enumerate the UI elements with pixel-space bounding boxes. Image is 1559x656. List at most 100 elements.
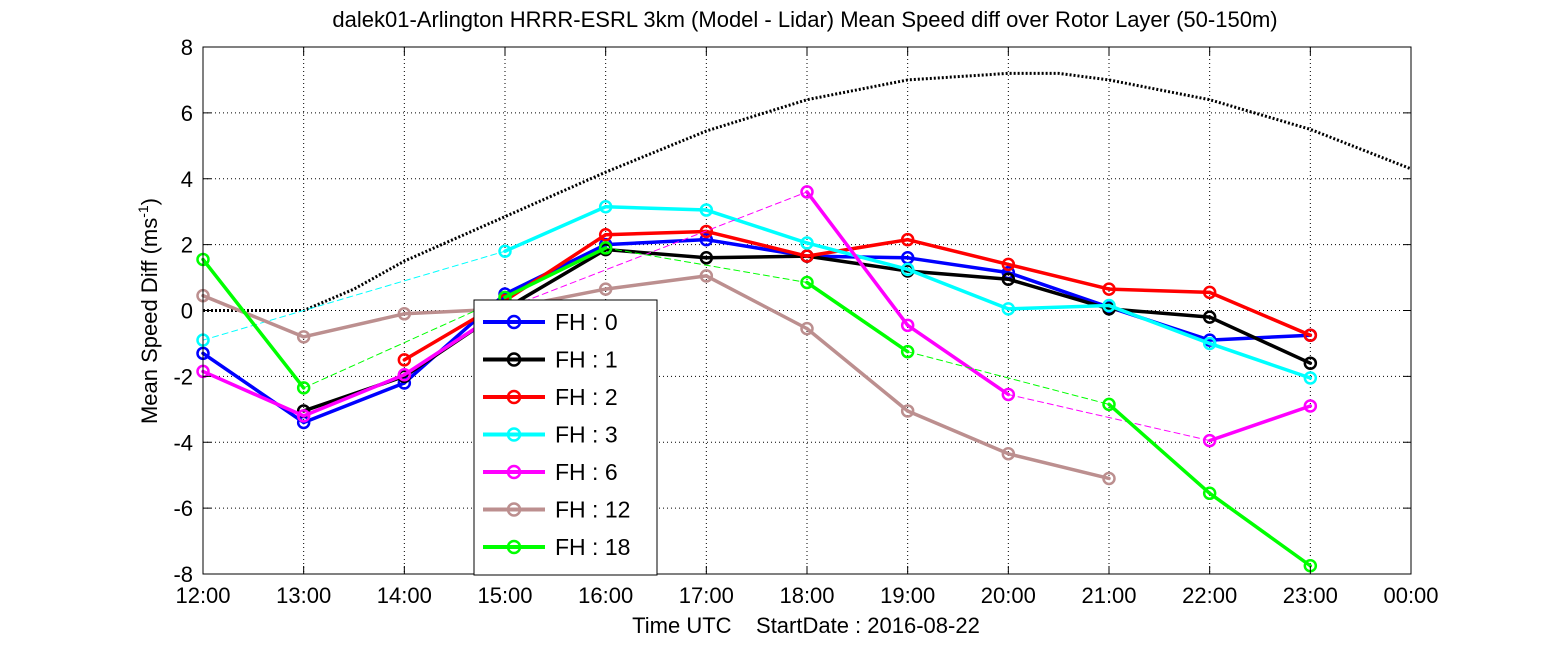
series-gap-segment (504, 191, 808, 310)
series-line-segment (201, 369, 306, 418)
series-line-segment (1006, 452, 1111, 481)
y-tick-label: 2 (181, 233, 193, 258)
data-point (699, 203, 714, 217)
data-point (699, 224, 714, 239)
series-line-segment (1006, 262, 1111, 291)
y-tick-label: 4 (181, 167, 193, 192)
data-point (900, 404, 915, 418)
data-point (296, 381, 311, 395)
series-fh-3 (196, 199, 1318, 385)
legend: FH : 0 FH : 1 FH : 2 FH : 3 FH : 6 FH : 12 FH … (473, 299, 658, 576)
x-tick-label: 17:00 (679, 583, 734, 608)
x-tick-label: 13:00 (276, 583, 331, 608)
legend-label: FH : 6 (555, 459, 618, 485)
grid-lines (203, 47, 1411, 574)
y-axis-label: Mean Speed Diff (ms-1) (135, 198, 162, 424)
y-axis-label-sup: -1 (135, 205, 151, 218)
data-point (800, 321, 814, 336)
data-point (800, 275, 814, 290)
data-point (1202, 433, 1217, 448)
legend-swatch-marker (506, 314, 522, 330)
series-line-segment (805, 254, 910, 273)
data-point (498, 244, 512, 258)
series-line-segment (1107, 303, 1212, 346)
data-point (1102, 298, 1116, 313)
legend-swatch-marker (506, 352, 522, 367)
series-line-segment (201, 351, 306, 425)
series-line-segment (905, 323, 1011, 397)
legend-swatch-marker (506, 502, 522, 517)
axis-ticks: 12:00 13:00 14:00 15:00 16:00 17:00 18:00 19:00… (173, 35, 1438, 608)
series-gap-segment (907, 351, 1110, 405)
y-tick-label: -8 (173, 562, 193, 587)
series-line-segment (1207, 341, 1313, 380)
series-line-segment (1006, 277, 1111, 311)
series-line-segment (704, 254, 809, 260)
series-line-segment (805, 190, 910, 328)
legend-swatch-marker (506, 389, 522, 405)
x-tick-label: 21:00 (1081, 583, 1136, 608)
series-line-segment (1207, 491, 1313, 568)
data-point (1202, 336, 1217, 351)
x-tick-label: 23:00 (1283, 583, 1338, 608)
data-point (598, 241, 613, 255)
data-point (598, 282, 613, 296)
data-point (1303, 356, 1318, 370)
series-line-segment (301, 372, 407, 418)
series-line-segment (301, 381, 407, 425)
y-tick-label: -2 (173, 364, 193, 389)
x-tick-label: 00:00 (1383, 583, 1438, 608)
legend-label: FH : 18 (555, 534, 630, 560)
series-line-segment (1207, 333, 1313, 342)
y-axis-label-close: ) (137, 198, 162, 205)
series-line-segment (1207, 290, 1313, 337)
series-line-segment (1207, 315, 1313, 365)
series-line-segment (704, 274, 809, 331)
series-line-segment (805, 237, 910, 258)
reference-curve (203, 71, 1412, 312)
series-line-segment (603, 247, 709, 260)
x-tick-label: 16:00 (578, 583, 633, 608)
y-tick-label: 8 (181, 35, 193, 60)
series-gap-segment (605, 247, 808, 284)
series-gap-segment (1007, 393, 1211, 442)
x-tick-label: 14:00 (377, 583, 432, 608)
series-line-segment (201, 257, 306, 390)
legend-swatch-marker (506, 464, 522, 480)
series-gap-segment (303, 296, 506, 389)
data-point (1102, 397, 1116, 412)
series-line-segment (905, 409, 1011, 456)
data-point (1001, 302, 1016, 316)
data-point (800, 249, 814, 263)
data-point (598, 227, 613, 242)
data-point (900, 318, 915, 333)
data-point (1303, 399, 1318, 413)
y-tick-label: -6 (173, 496, 193, 521)
series-fh-0 (196, 232, 1318, 430)
data-point (699, 251, 714, 265)
data-point (1001, 447, 1016, 461)
series-line-segment (1207, 404, 1313, 443)
data-point (1303, 328, 1318, 342)
reference-curve-line (203, 71, 1412, 312)
legend-label: FH : 2 (555, 384, 618, 410)
data-point (397, 307, 412, 321)
series-line-segment (905, 267, 1011, 311)
y-tick-label: 0 (181, 299, 193, 324)
data-point (397, 353, 412, 367)
data-point (1202, 285, 1217, 300)
x-tick-label: 15:00 (477, 583, 532, 608)
series-line-segment (1107, 287, 1212, 295)
data-point (1202, 310, 1217, 324)
series-line-segment (1107, 402, 1212, 496)
series-line-segment (301, 312, 407, 339)
legend-label: FH : 0 (555, 309, 618, 335)
series-fh-6 (196, 185, 1318, 448)
series-line-segment (503, 204, 608, 253)
data-point (1102, 282, 1116, 296)
legend-box (473, 299, 658, 576)
series-line-segment (805, 280, 910, 354)
legend-label: FH : 3 (555, 422, 618, 448)
x-tick-label: 19:00 (880, 583, 935, 608)
